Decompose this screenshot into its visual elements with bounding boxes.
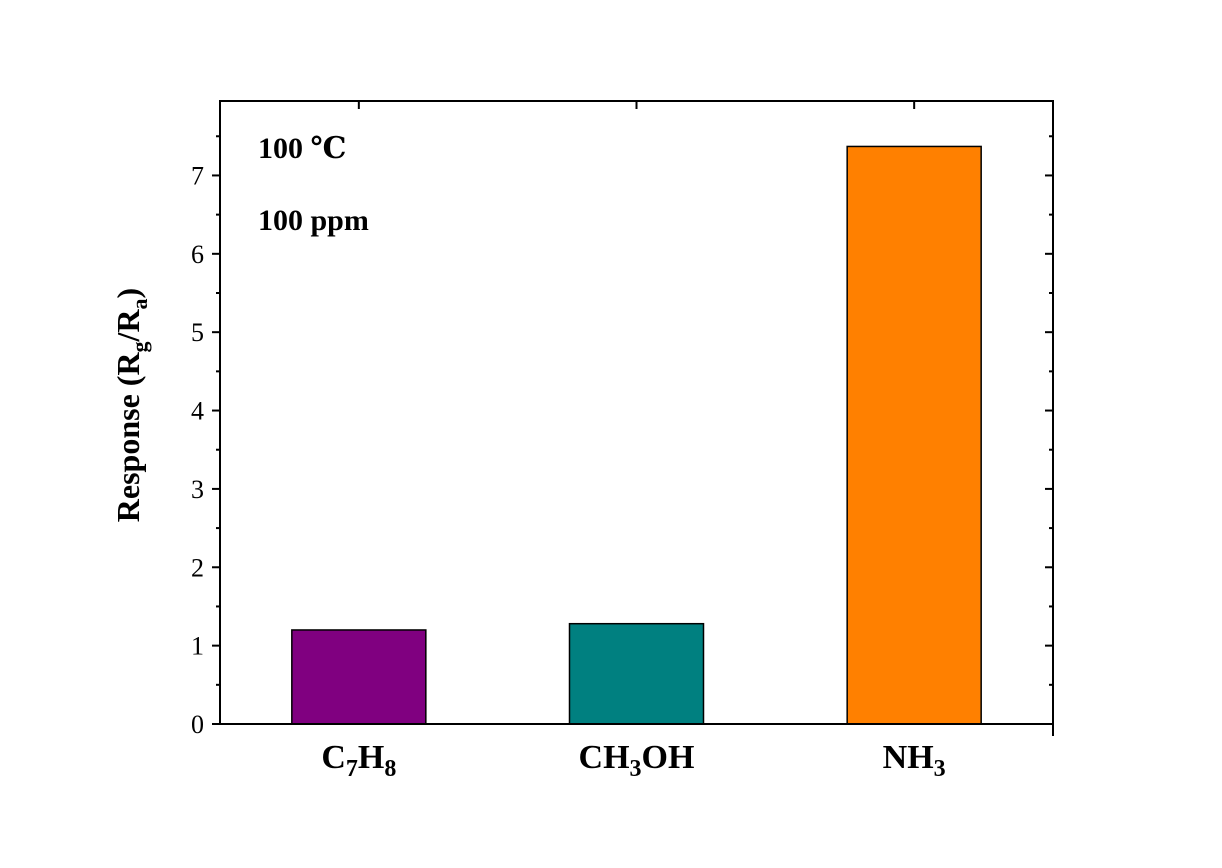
y-tick-label: 6	[191, 240, 204, 269]
label-part: CH	[579, 739, 630, 776]
y-tick-label: 2	[191, 553, 204, 582]
label-subscript: g	[127, 341, 152, 352]
label-subscript: 7	[346, 756, 358, 782]
y-tick-label: 0	[191, 710, 204, 739]
y-tick-label: 3	[191, 475, 204, 504]
label-part: H	[358, 739, 384, 776]
annotation-temperature: 100 ℃	[258, 132, 346, 165]
label-subscript: 3	[630, 756, 642, 782]
y-tick-label: 7	[191, 161, 204, 190]
x-category-label: NH3	[883, 739, 946, 782]
bar-1	[568, 622, 705, 725]
y-axis-title: Response (Rg/Ra)	[110, 288, 152, 522]
label-subscript: 3	[934, 756, 946, 782]
x-category-label: CH3OH	[579, 739, 695, 782]
label-subscript: a	[127, 298, 152, 309]
bar-0	[291, 629, 427, 725]
x-category-label: C7H8	[321, 739, 396, 782]
label-part: Response (R	[110, 352, 146, 523]
label-part: NH	[883, 739, 934, 776]
label-part: )	[110, 288, 146, 299]
label-subscript: 8	[384, 756, 396, 782]
ticks-group	[212, 101, 1054, 736]
label-part: OH	[642, 739, 695, 776]
label-part: /R	[110, 309, 146, 343]
label-part: C	[321, 739, 346, 776]
y-tick-label: 1	[191, 632, 204, 661]
bar-2	[846, 145, 982, 725]
y-tick-label: 5	[191, 318, 204, 347]
annotation-concentration: 100 ppm	[258, 204, 369, 237]
bars-group	[291, 145, 982, 725]
y-tick-label: 4	[191, 397, 204, 426]
